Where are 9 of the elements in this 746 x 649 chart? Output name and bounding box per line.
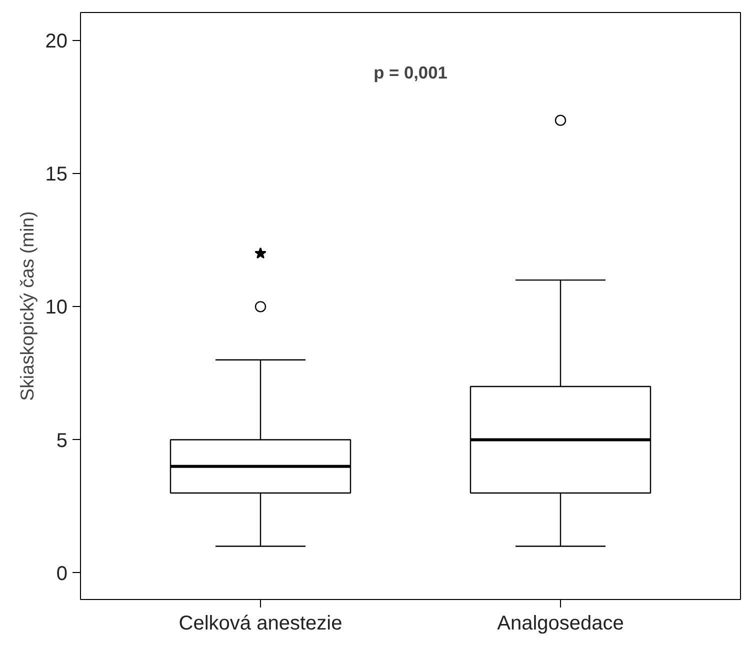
y-axis-title: Skiaskopický čas (min) <box>16 211 38 401</box>
y-tick-label: 10 <box>45 296 68 319</box>
y-tick-label: 0 <box>56 562 68 585</box>
x-tick-label: Celková anestezie <box>178 612 342 634</box>
y-tick-label: 15 <box>45 164 68 186</box>
annotation: p = 0,001 <box>374 62 448 82</box>
y-tick-label: 20 <box>45 30 68 52</box>
x-tick-label: Analgosedace <box>497 612 624 634</box>
y-tick-label: 5 <box>56 430 68 452</box>
